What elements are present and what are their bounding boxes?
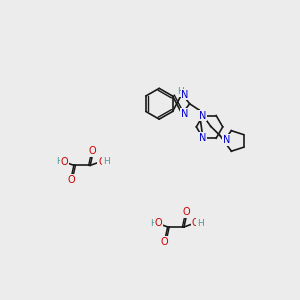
Text: N: N xyxy=(199,133,207,143)
Text: O: O xyxy=(161,237,168,247)
Text: N: N xyxy=(181,109,188,119)
Text: H: H xyxy=(177,87,184,96)
Text: O: O xyxy=(154,218,162,228)
Text: N: N xyxy=(182,89,189,100)
Text: O: O xyxy=(89,146,96,156)
Text: O: O xyxy=(67,175,75,185)
Text: O: O xyxy=(192,218,200,228)
Text: N: N xyxy=(223,135,230,145)
Text: N: N xyxy=(199,110,207,121)
Text: O: O xyxy=(98,157,106,166)
Text: O: O xyxy=(182,207,190,217)
Text: H: H xyxy=(57,157,63,166)
Text: H: H xyxy=(150,219,157,228)
Text: O: O xyxy=(61,157,68,166)
Text: H: H xyxy=(197,219,204,228)
Text: H: H xyxy=(103,157,110,166)
